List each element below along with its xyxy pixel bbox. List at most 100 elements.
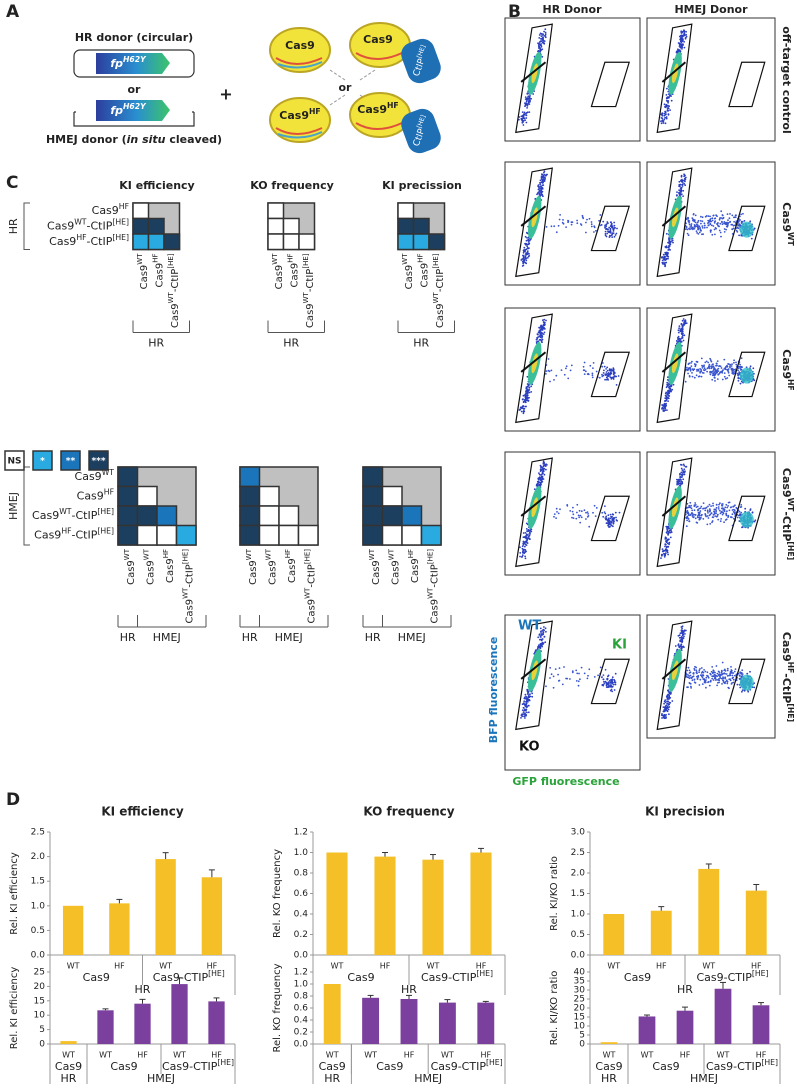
event-dot xyxy=(533,488,536,491)
event-dot xyxy=(588,668,591,671)
event-dot xyxy=(612,525,614,528)
event-dot xyxy=(542,633,545,636)
event-dot xyxy=(679,329,682,331)
y-tick-label: 1.0 xyxy=(294,980,309,990)
matrix-cell xyxy=(239,524,261,546)
event-dot xyxy=(664,117,666,119)
event-dot xyxy=(709,509,711,512)
flow-plot xyxy=(646,161,776,286)
plot-frame xyxy=(504,161,641,286)
event-dot xyxy=(524,393,527,396)
column-label: Cas9WT-CtIP[HE] xyxy=(181,549,195,624)
event-dot xyxy=(703,367,706,370)
y-tick-label: 5 xyxy=(579,1031,585,1041)
event-dot xyxy=(669,536,672,539)
event-dot xyxy=(660,256,663,259)
ko-gate xyxy=(515,457,553,568)
event-dot xyxy=(521,260,524,263)
event-dot xyxy=(664,701,667,704)
event-dot xyxy=(667,101,669,104)
event-dot xyxy=(539,334,542,337)
event-dot xyxy=(540,639,543,642)
gate-divider xyxy=(520,658,547,680)
event-dot xyxy=(539,48,542,50)
ctip-domain xyxy=(401,38,441,84)
event-dot xyxy=(530,97,532,100)
hr-donor-label: HR donor (circular) xyxy=(75,31,193,44)
matrix-cell xyxy=(156,524,178,546)
event-dot xyxy=(737,227,740,230)
bar xyxy=(714,988,732,1044)
subgroup-label: Cas9 xyxy=(624,971,651,984)
event-dot xyxy=(528,103,531,105)
event-dot xyxy=(706,515,709,517)
event-dot xyxy=(727,219,729,222)
x-tick-label: WT xyxy=(641,1051,654,1060)
event-dot xyxy=(683,464,686,467)
event-dot xyxy=(609,513,612,516)
event-dot xyxy=(690,676,692,679)
event-dot xyxy=(731,223,734,226)
event-dot xyxy=(678,325,681,327)
event-dot xyxy=(663,717,666,720)
text-part: H62Y xyxy=(123,102,147,111)
event-dot xyxy=(531,695,534,698)
event-dot xyxy=(611,682,614,685)
event-dot xyxy=(667,394,670,397)
event-dot xyxy=(604,224,606,227)
gate-divider xyxy=(520,495,547,517)
event-dot xyxy=(522,711,525,713)
column-label: Cas9WT-CtIP[HE] xyxy=(432,253,446,328)
x-tick-label: WT xyxy=(427,962,440,971)
event-dot xyxy=(716,364,718,367)
event-dot xyxy=(585,231,587,234)
y-axis-title: Rel. KI/KO ratio xyxy=(549,856,560,931)
group-label: HR xyxy=(148,337,164,350)
event-dot xyxy=(591,372,594,375)
event-dot xyxy=(545,319,547,322)
group-label: HR xyxy=(601,1072,617,1085)
event-dot xyxy=(707,681,709,684)
event-dot xyxy=(707,517,710,519)
event-dot xyxy=(525,239,528,242)
matrix-cell xyxy=(258,485,280,507)
column-label: Cas9HF xyxy=(416,254,430,288)
event-dot xyxy=(559,508,561,511)
event-dot xyxy=(617,375,620,377)
event-dot xyxy=(522,249,525,252)
event-dot xyxy=(595,229,597,232)
event-dot xyxy=(725,512,728,515)
y-tick-label: 0.6 xyxy=(294,889,309,899)
event-dot xyxy=(608,369,611,372)
column-label: Cas9HF xyxy=(286,254,300,288)
text-part: off-target control xyxy=(780,26,793,133)
event-dot xyxy=(609,230,612,233)
event-dot xyxy=(693,376,696,379)
event-dot xyxy=(729,220,732,223)
event-dot xyxy=(523,700,526,703)
event-dot xyxy=(563,373,566,376)
column-label: Cas9WT xyxy=(264,548,278,585)
event-dot xyxy=(539,635,542,638)
event-dot xyxy=(611,519,614,522)
event-dot xyxy=(710,365,713,368)
y-tick-label: 0.8 xyxy=(294,869,309,879)
event-dot xyxy=(744,507,747,510)
event-dot xyxy=(733,509,736,512)
x-tick-label: HF xyxy=(380,962,391,971)
event-dot xyxy=(543,629,545,632)
bar xyxy=(171,984,188,1044)
event-dot xyxy=(690,504,692,507)
event-dot xyxy=(693,219,695,221)
text-part: [HE] xyxy=(752,969,769,978)
event-dot xyxy=(726,682,729,685)
event-dot xyxy=(605,522,608,524)
panel-label: C xyxy=(6,173,18,193)
gate-divider xyxy=(661,495,687,517)
event-dot xyxy=(583,373,586,375)
event-dot xyxy=(525,257,527,260)
event-dot xyxy=(663,103,666,106)
text-part: Cas9 xyxy=(154,263,165,288)
event-dot xyxy=(709,523,712,525)
event-dot xyxy=(661,119,664,121)
